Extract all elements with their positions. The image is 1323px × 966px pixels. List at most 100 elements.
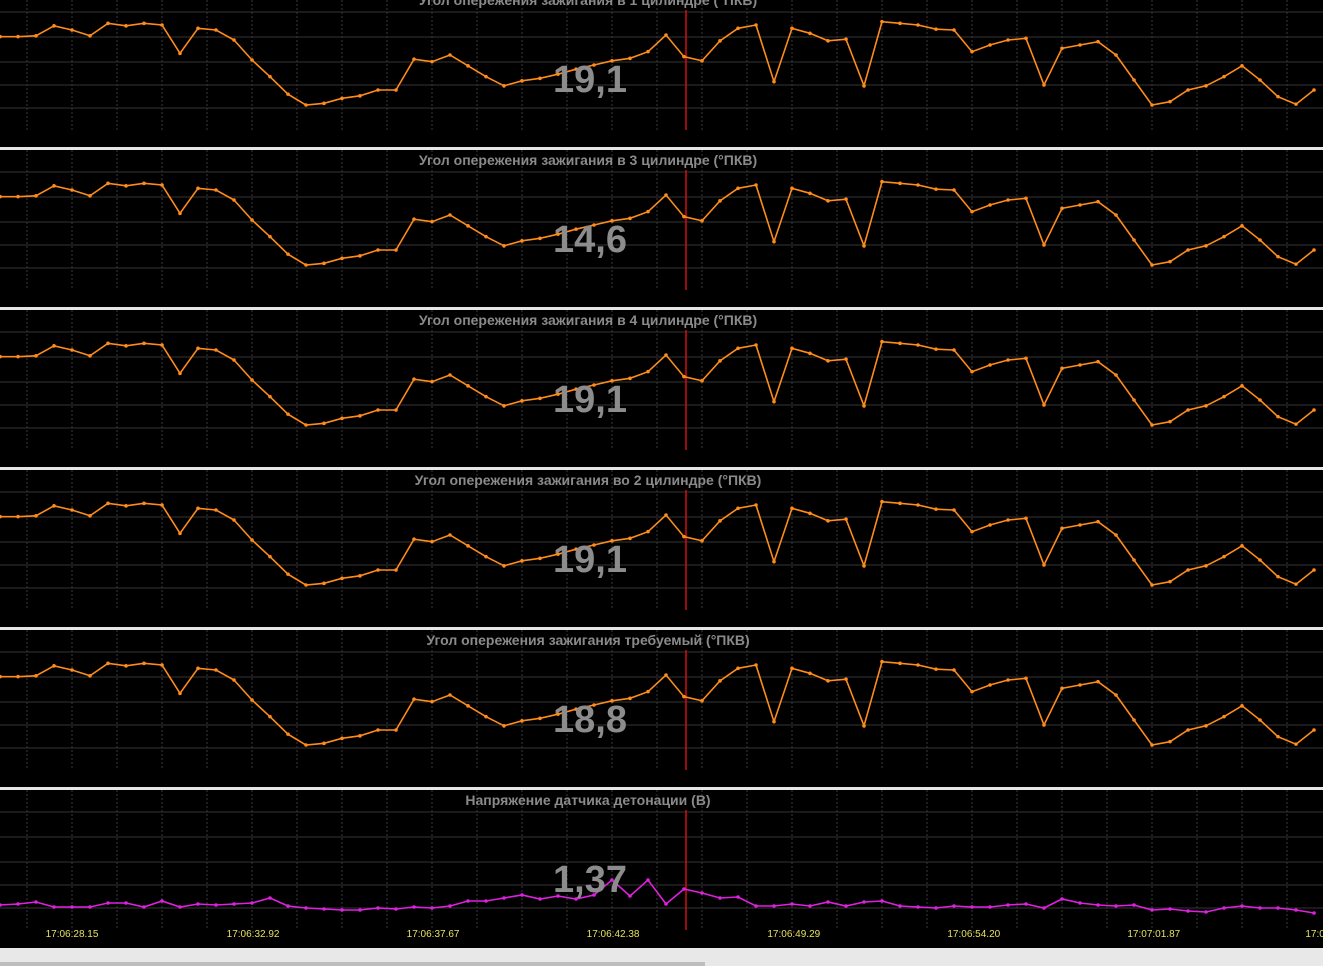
data-point xyxy=(340,416,344,421)
data-point xyxy=(1168,579,1172,584)
data-point xyxy=(736,186,740,191)
data-point xyxy=(934,187,938,191)
data-point xyxy=(1114,693,1118,697)
data-point xyxy=(1186,88,1190,92)
data-point xyxy=(0,194,2,199)
panel-title: Угол опережения зажигания требуемый (°ПК… xyxy=(426,632,749,648)
data-point xyxy=(646,49,650,54)
panel-separator xyxy=(0,787,1323,790)
data-point xyxy=(214,508,218,512)
data-point xyxy=(1186,408,1190,412)
data-point xyxy=(34,900,38,904)
data-point xyxy=(52,24,56,28)
data-point xyxy=(1060,46,1064,51)
data-point xyxy=(592,893,596,897)
data-point xyxy=(898,501,902,506)
data-point xyxy=(160,663,164,667)
data-point xyxy=(988,363,992,367)
data-point xyxy=(592,703,596,707)
data-point xyxy=(0,354,2,359)
data-point xyxy=(70,668,74,672)
data-point xyxy=(484,394,488,399)
data-point xyxy=(1060,897,1064,901)
data-point xyxy=(1222,554,1226,559)
data-point xyxy=(34,34,38,38)
data-point xyxy=(430,699,434,704)
data-point xyxy=(322,261,326,266)
data-point xyxy=(1150,743,1154,747)
data-point xyxy=(826,900,830,904)
data-point xyxy=(754,343,758,347)
data-point xyxy=(628,376,632,381)
panel-separator xyxy=(0,307,1323,310)
panel-title: Угол опережения зажигания в 4 цилиндре (… xyxy=(419,312,757,328)
data-point xyxy=(1096,199,1100,204)
data-point xyxy=(1132,558,1136,562)
data-point xyxy=(952,348,956,352)
data-point xyxy=(700,59,704,63)
data-point xyxy=(88,194,92,198)
data-point xyxy=(70,188,74,192)
data-point xyxy=(178,211,182,216)
data-point xyxy=(1294,582,1298,586)
data-point xyxy=(322,741,326,746)
data-point xyxy=(88,514,92,518)
data-point xyxy=(430,379,434,384)
data-point xyxy=(646,369,650,374)
data-point xyxy=(1042,723,1046,727)
data-point xyxy=(862,564,866,568)
data-point xyxy=(484,714,488,719)
data-point xyxy=(286,252,290,256)
data-point xyxy=(1276,414,1280,419)
data-point xyxy=(1132,903,1136,907)
data-point xyxy=(358,414,362,418)
data-point xyxy=(178,531,182,536)
data-point xyxy=(826,39,830,43)
data-point xyxy=(1276,574,1280,579)
data-point xyxy=(808,671,812,676)
data-point xyxy=(1024,356,1028,361)
data-point xyxy=(232,518,236,522)
data-point xyxy=(844,37,848,41)
data-point xyxy=(1240,904,1244,908)
data-point xyxy=(1276,254,1280,259)
data-point xyxy=(1078,523,1082,527)
cursor-readout: 19,1 xyxy=(553,379,627,421)
data-point xyxy=(736,895,740,899)
data-point xyxy=(1258,238,1262,242)
data-point xyxy=(196,186,200,191)
data-point xyxy=(106,661,110,666)
data-point xyxy=(70,348,74,352)
data-point xyxy=(736,26,740,31)
data-point xyxy=(538,897,542,901)
data-point xyxy=(1096,903,1100,907)
data-point xyxy=(1006,518,1010,522)
data-point xyxy=(214,188,218,192)
data-point xyxy=(1042,83,1046,87)
data-point xyxy=(772,559,776,564)
data-point xyxy=(1276,94,1280,99)
data-point xyxy=(160,343,164,347)
x-tick-label: 17:06:28.15 xyxy=(46,929,99,940)
data-point xyxy=(430,539,434,544)
data-point xyxy=(1024,902,1028,906)
data-point xyxy=(682,54,686,59)
data-point xyxy=(862,84,866,88)
data-point xyxy=(1168,739,1172,744)
data-point xyxy=(520,719,524,723)
data-point xyxy=(646,529,650,534)
status-strip xyxy=(0,948,1323,966)
data-point xyxy=(1150,583,1154,587)
data-point xyxy=(826,519,830,523)
data-point xyxy=(178,691,182,696)
data-point xyxy=(1204,564,1208,568)
data-point xyxy=(1132,78,1136,82)
data-point xyxy=(556,712,560,716)
data-point xyxy=(610,379,614,383)
data-point xyxy=(574,227,578,231)
data-point xyxy=(1240,224,1244,228)
data-point xyxy=(340,256,344,261)
scrollbar[interactable] xyxy=(0,962,705,966)
data-point xyxy=(466,224,470,228)
data-point xyxy=(196,666,200,671)
